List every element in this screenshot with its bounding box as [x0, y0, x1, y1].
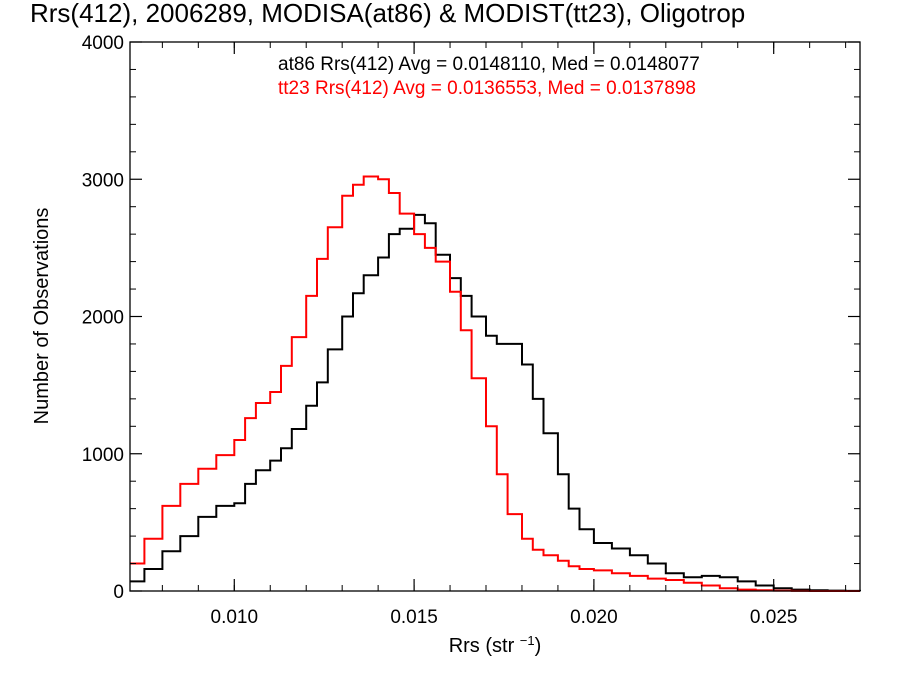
x-tick-label: 0.020 — [570, 607, 618, 628]
x-axis-label-superscript: −1 — [520, 633, 535, 648]
y-tick-label: 0 — [113, 582, 124, 603]
x-tick-label: 0.010 — [211, 607, 259, 628]
legend-annotation-0: at86 Rrs(412) Avg = 0.0148110, Med = 0.0… — [278, 54, 700, 75]
y-tick-label: 4000 — [82, 33, 124, 54]
x-tick-label: 0.025 — [750, 607, 798, 628]
x-axis-label-text: Rrs (str — [449, 635, 520, 657]
y-axis-label: Number of Observations — [31, 208, 53, 425]
chart-title: Rrs(412), 2006289, MODISA(at86) & MODIST… — [30, 0, 746, 28]
series-line-0 — [130, 213, 861, 592]
y-tick-label: 1000 — [82, 445, 124, 466]
x-tick-label: 0.015 — [390, 607, 438, 628]
plot-frame — [129, 41, 861, 592]
x-axis-label: Rrs (str −1) — [449, 633, 542, 658]
y-tick-label: 3000 — [82, 170, 124, 191]
legend-annotation-1: tt23 Rrs(412) Avg = 0.0136553, Med = 0.0… — [278, 78, 696, 99]
series-line-1 — [130, 175, 860, 592]
y-tick-label: 2000 — [82, 308, 124, 329]
x-axis-label-close: ) — [535, 635, 542, 657]
